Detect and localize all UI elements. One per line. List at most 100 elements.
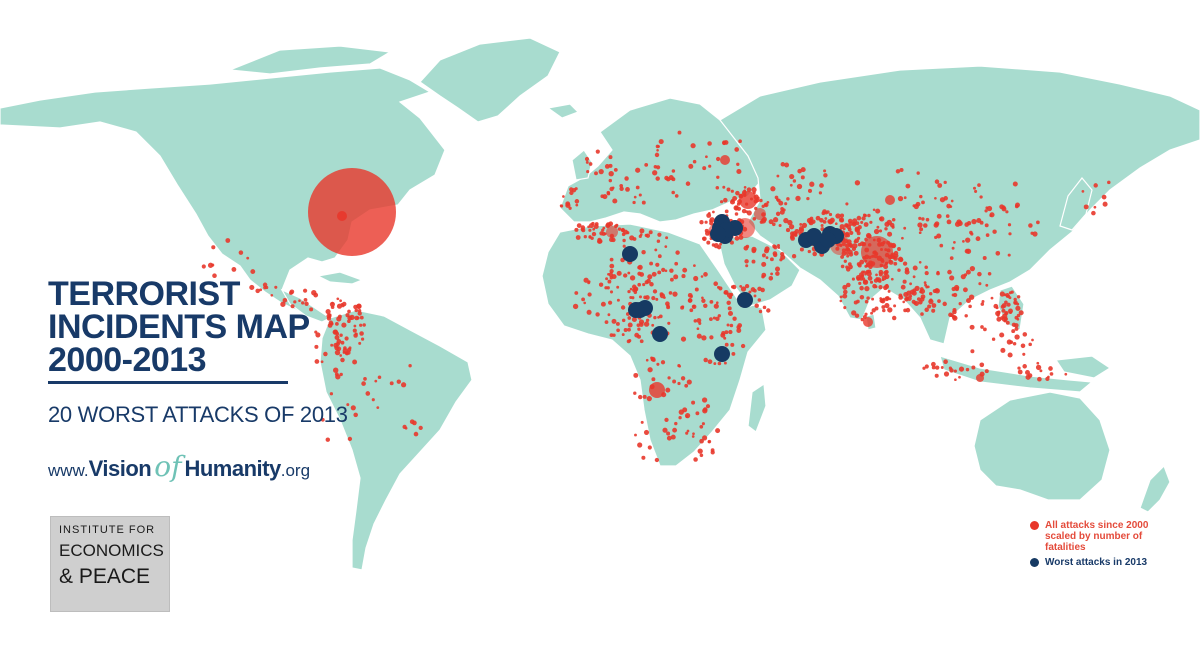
asia — [719, 65, 1200, 345]
attack-dot — [840, 254, 845, 259]
attack-dot — [728, 329, 733, 335]
attack-dot — [815, 215, 821, 221]
attack-dot — [607, 279, 612, 284]
attack-dot — [613, 167, 618, 172]
attack-dot — [736, 162, 740, 166]
attack-dot — [624, 176, 629, 181]
attack-dot — [707, 359, 713, 365]
attack-dot — [678, 416, 682, 420]
attack-dot — [806, 196, 810, 201]
attack-dot — [985, 206, 989, 210]
attack-dot — [899, 167, 904, 173]
attack-dot — [1013, 297, 1017, 302]
attack-dot — [201, 264, 206, 269]
attack-dot — [839, 299, 843, 303]
attack-dot — [920, 312, 924, 316]
attack-dot — [703, 303, 708, 309]
attack-dot — [1006, 302, 1011, 307]
attack-dot — [587, 292, 592, 297]
attack-dot — [722, 140, 727, 146]
attack-dot — [778, 223, 782, 228]
attack-dot — [927, 304, 932, 309]
attack-dot — [867, 275, 873, 281]
map-title-line-2: INCIDENTS MAP — [48, 308, 310, 346]
attack-dot — [356, 303, 362, 309]
attack-dot — [903, 308, 907, 313]
attack-dot — [965, 269, 971, 275]
attack-dot — [856, 262, 861, 267]
attack-dot — [940, 366, 944, 369]
attack-dot — [327, 323, 333, 328]
attack-dot — [840, 219, 844, 223]
website-link[interactable]: www.Vision of Humanity.org — [48, 450, 310, 483]
attack-dot — [834, 222, 838, 226]
attack-dot — [921, 217, 925, 221]
iep-logo: INSTITUTE FOR ECONOMICS & PEACE — [50, 516, 170, 612]
attack-dot — [604, 163, 610, 169]
attack-dot — [616, 328, 620, 333]
attack-dot — [1005, 320, 1010, 325]
attack-dot — [692, 159, 697, 164]
attack-dot — [687, 298, 693, 303]
attack-dot — [731, 284, 737, 290]
attack-dot — [877, 279, 882, 283]
attack-dot — [719, 200, 724, 204]
attack-dot — [643, 429, 650, 435]
attack-dot — [705, 155, 708, 159]
attack-dot — [856, 299, 860, 304]
attack-dot — [723, 361, 727, 365]
attack-dot — [999, 291, 1005, 297]
attack-dot — [641, 249, 646, 255]
attack-dot — [600, 301, 606, 307]
attack-dot — [315, 332, 321, 338]
attack-dot — [413, 431, 419, 437]
attack-dot — [809, 181, 815, 187]
attack-dot — [784, 202, 788, 206]
attack-dot — [722, 185, 726, 189]
attack-dot — [716, 156, 721, 162]
attack-dot — [362, 323, 366, 327]
attack-dot — [798, 227, 804, 233]
attack-dot — [1016, 317, 1020, 321]
attack-dot — [664, 245, 668, 248]
attack-dot — [583, 277, 589, 283]
attack-dot — [878, 284, 883, 290]
attack-dot — [699, 220, 704, 225]
website-connector: of — [154, 450, 182, 483]
attack-dot — [629, 275, 636, 281]
attack-dot — [625, 186, 630, 192]
attack-dot — [754, 303, 759, 308]
attack-dot — [897, 195, 904, 202]
attack-dot — [912, 204, 916, 208]
legend-navy-dot-icon — [1030, 558, 1039, 567]
attack-dot — [860, 317, 865, 322]
attack-dot — [842, 289, 848, 295]
attack-dot — [685, 181, 691, 186]
attack-dot — [339, 299, 342, 303]
attack-dot — [980, 325, 984, 329]
attack-dot — [359, 315, 364, 320]
south-america — [319, 309, 473, 571]
attack-dot — [1083, 204, 1089, 210]
attack-dot — [639, 295, 642, 299]
attack-dot — [608, 155, 613, 160]
attack-dot — [753, 294, 757, 298]
attack-dot — [983, 327, 987, 332]
attack-dot — [569, 190, 574, 196]
attack-dot — [851, 277, 855, 281]
attack-dot — [357, 311, 362, 316]
attack-dot — [212, 273, 217, 278]
attack-dot — [891, 315, 897, 321]
attack-dot — [342, 351, 346, 354]
attack-dot — [619, 183, 624, 188]
attack-dot — [912, 275, 916, 279]
attack-dot — [353, 412, 358, 418]
attack-dot — [231, 266, 237, 272]
attack-dot — [666, 304, 670, 308]
attack-dot — [819, 218, 824, 223]
attack-dot — [339, 372, 343, 377]
attack-dot — [657, 316, 660, 319]
attack-dot — [981, 300, 985, 303]
attack-dot — [652, 289, 658, 294]
attack-dot — [347, 309, 351, 314]
